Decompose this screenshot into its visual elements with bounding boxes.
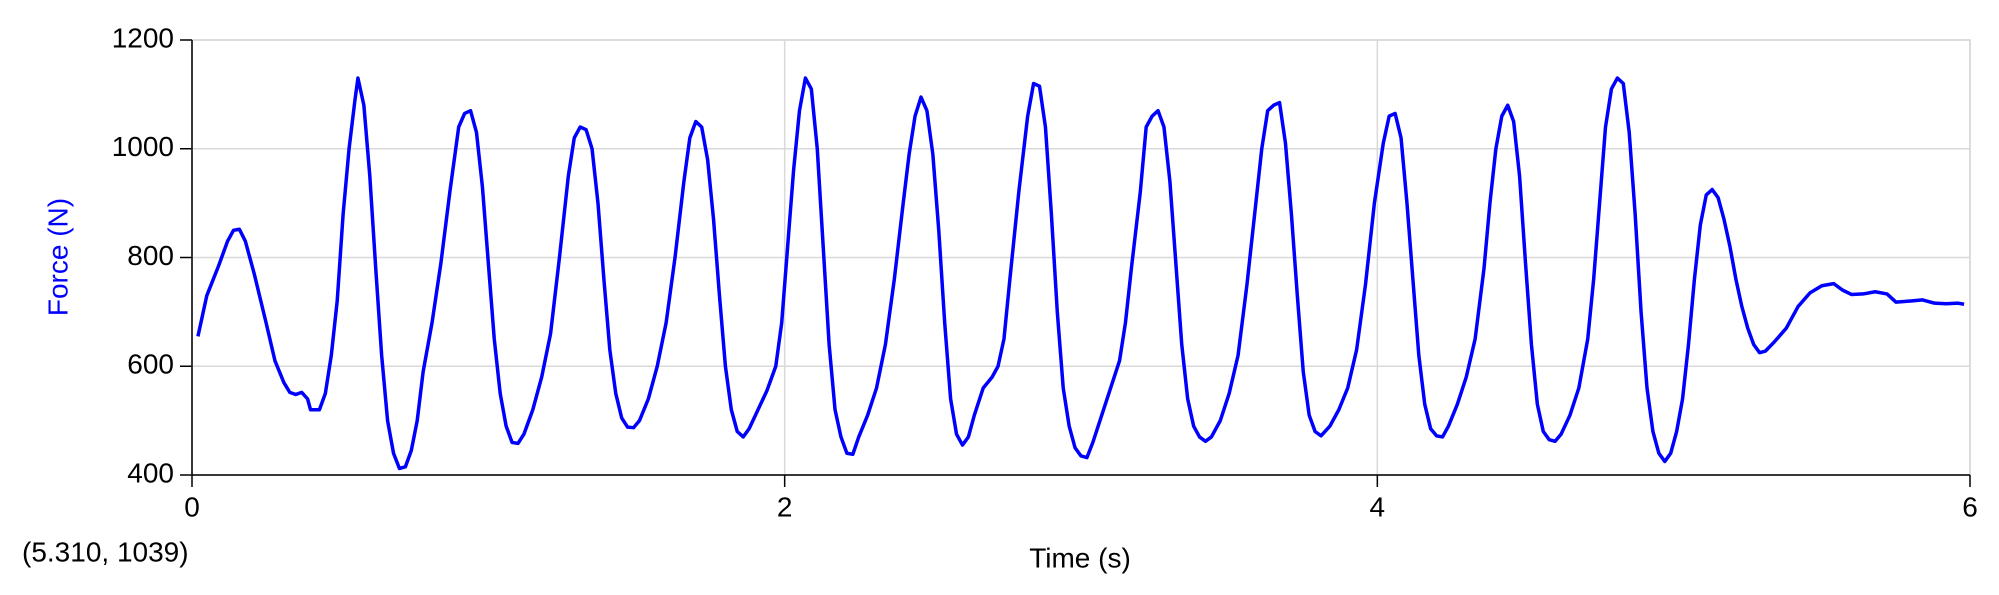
cursor-readout: (5.310, 1039) <box>22 536 189 567</box>
y-tick-label: 1200 <box>112 22 174 53</box>
y-tick-label: 600 <box>127 349 174 380</box>
y-tick-label: 800 <box>127 240 174 271</box>
x-tick-label: 4 <box>1370 491 1386 522</box>
force-line <box>196 76 1965 471</box>
x-tick-label: 0 <box>184 491 200 522</box>
x-axis-label: Time (s) <box>1029 542 1131 573</box>
x-tick-label: 2 <box>777 491 793 522</box>
x-tick-label: 6 <box>1962 491 1978 522</box>
y-axis-label: Force (N) <box>42 198 73 316</box>
y-tick-label: 400 <box>127 457 174 488</box>
y-tick-label: 1000 <box>112 131 174 162</box>
